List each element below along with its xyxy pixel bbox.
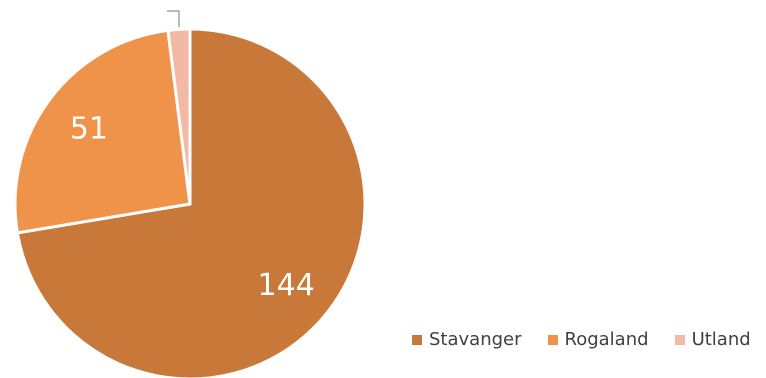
- pie-slice-utland: [166, 27, 192, 206]
- legend: Stavanger Rogaland Utland: [412, 329, 751, 350]
- legend-item-stavanger: Stavanger: [412, 329, 522, 350]
- legend-swatch-stavanger: [412, 334, 422, 345]
- legend-swatch-utland: [674, 334, 685, 345]
- data-label-rogaland: 51: [70, 111, 108, 146]
- legend-label-stavanger: Stavanger: [429, 329, 522, 350]
- legend-swatch-rogaland: [547, 334, 558, 345]
- leader-line-utland: [166, 10, 180, 28]
- data-label-stavanger: 144: [258, 268, 315, 303]
- legend-label-utland: Utland: [691, 329, 751, 350]
- legend-item-rogaland: Rogaland: [547, 329, 649, 350]
- pie-slice-rogaland: [13, 28, 192, 235]
- legend-item-utland: Utland: [674, 329, 751, 350]
- legend-label-rogaland: Rogaland: [564, 329, 649, 350]
